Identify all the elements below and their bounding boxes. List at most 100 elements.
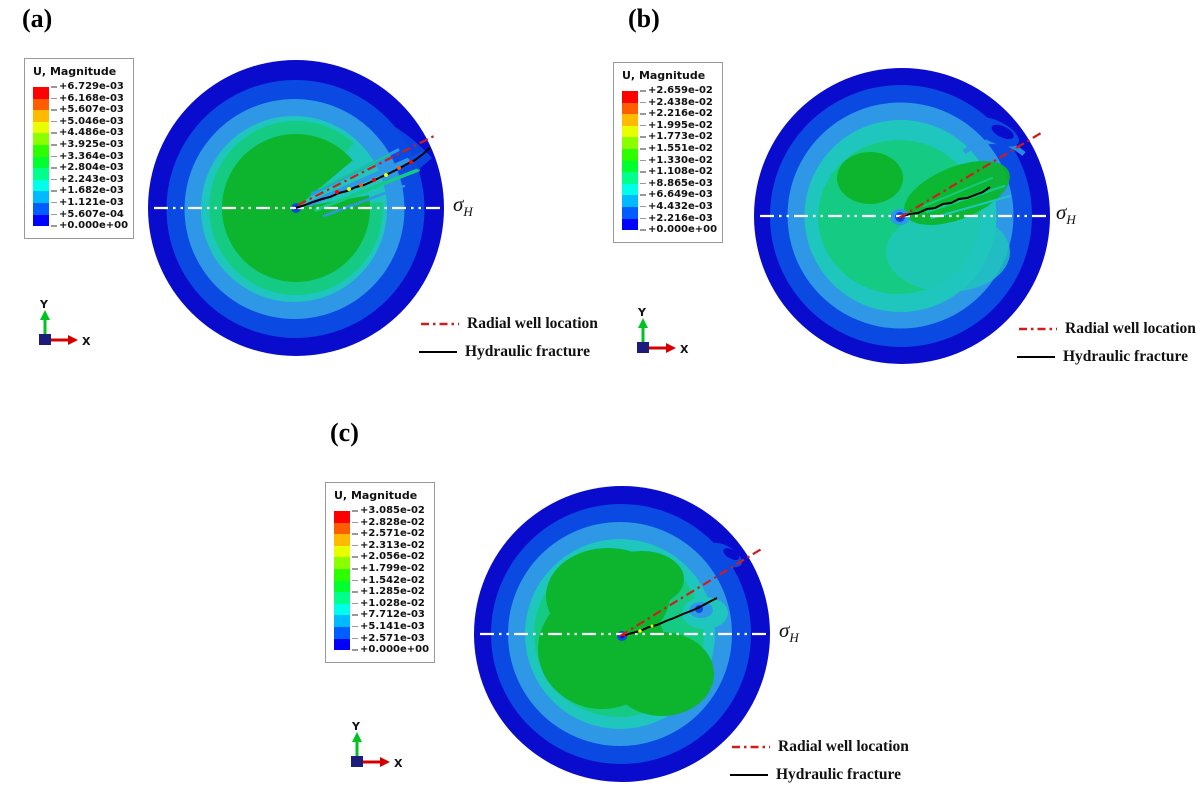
sigma-subscript: H [463,204,473,220]
legend-tick-column: +6.729e-03 +6.168e-03 +5.607e-03 +5.046e-03… [51,81,128,232]
sigma-symbol: σ [453,192,464,216]
legend-color-band [33,168,49,180]
legend-tick-value: +2.804e-03 [51,162,128,174]
legend-colorbar: +2.659e-02 +2.438e-02 +2.216e-02 +1.995e-02… [622,85,720,236]
legend-tick-value: +0.000e+00 [51,220,128,232]
legend-tick-value: +6.729e-03 [51,81,128,93]
sigma-h-label-b: σH [1056,200,1076,228]
legend-color-band [33,110,49,122]
legend-color-band [334,638,350,651]
axis-triad-a: Y X [39,298,91,348]
legend-tick-value: +2.828e-02 [352,517,429,529]
radial-well-line [297,135,435,206]
legend-tick-value: +3.364e-03 [51,151,128,163]
legend-color-band [33,214,49,227]
legend-tick-value: +2.216e-03 [640,213,717,225]
legend-tick-value: +1.108e-02 [640,166,717,178]
legend-tick-column: +2.659e-02 +2.438e-02 +2.216e-02 +1.995e-02… [640,85,717,236]
z-axis-origin-icon [39,334,51,345]
legend-color-band [33,133,49,145]
legend-tick-value: +3.085e-02 [352,505,429,517]
axis-triad-c: Y X [351,720,403,770]
legend-color-column [334,511,350,656]
legend-entry-hydraulic-fracture-a: Hydraulic fracture [418,343,590,361]
radial-well-label: Radial well location [467,315,598,332]
radial-well-line-sample [1019,327,1057,331]
legend-color-band [33,121,49,134]
legend-entry-radial-well-a: Radial well location [420,315,598,333]
hydraulic-fracture-label: Hydraulic fracture [465,343,590,360]
legend-colorbar: +3.085e-02 +2.828e-02 +2.571e-02 +2.313e-02… [334,505,432,656]
radial-well-line-sample [421,322,459,326]
legend-entry-radial-well-c: Radial well location [731,738,909,756]
legend-tick-value: +1.121e-03 [51,197,128,209]
legend-tick-value: +1.773e-02 [640,131,717,143]
legend-color-band [33,202,49,215]
legend-tick-value: +2.571e-03 [352,633,429,645]
legend-color-band [33,87,49,99]
panel-label-a: (a) [22,4,53,33]
x-axis-arrowhead [666,343,676,353]
panel-label-c: (c) [330,418,359,447]
y-axis-arrowhead [352,732,362,742]
contour-plot-b [754,68,1050,364]
legend-entry-radial-well-b: Radial well location [1018,320,1196,338]
legend-tick-value: +5.607e-04 [51,209,128,221]
displacement-hotspots [335,160,413,194]
sigma-symbol: σ [779,618,790,642]
green-blob-upper-left [837,152,903,204]
legend-tick-value: +1.682e-03 [51,185,128,197]
legend-color-band [622,114,638,126]
legend-color-band [334,615,350,627]
legend-color-band [33,144,49,157]
contour-legend-a: U, Magnitude +6.729e-03 +6.168e-03 +5.607e… [24,58,134,239]
contour-plot-c [474,486,770,782]
hydraulic-fracture-line-sample [419,351,457,353]
legend-tick-value: +5.046e-03 [51,116,128,128]
z-axis-origin-icon [351,756,363,767]
legend-tick-value: +8.865e-03 [640,178,717,190]
legend-tick-value: +1.285e-02 [352,586,429,598]
legend-color-band [622,218,638,231]
legend-tick-value: +2.438e-02 [640,97,717,109]
legend-color-band [622,91,638,103]
panel-label-b: (b) [628,4,660,33]
legend-tick-value: +0.000e+00 [352,644,429,656]
sigma-subscript: H [1066,212,1076,228]
x-axis-arrowhead [68,335,78,345]
legend-color-band [334,534,350,546]
fracture-ripples [307,148,425,218]
legend-tick-value: +2.243e-03 [51,174,128,186]
legend-tick-value: +2.313e-02 [352,540,429,552]
legend-tick-value: +5.607e-03 [51,104,128,116]
legend-color-band [622,183,638,196]
legend-colorbar: +6.729e-03 +6.168e-03 +5.607e-03 +5.046e-03… [33,81,131,232]
legend-color-band [334,568,350,581]
legend-color-band [622,172,638,184]
legend-tick-value: +2.571e-02 [352,528,429,540]
legend-color-band [334,522,350,535]
contour-plot-a [148,60,444,356]
legend-color-band [33,191,49,203]
sigma-h-label-a: σH [453,192,473,220]
legend-color-band [622,160,638,173]
hydraulic-fracture-label: Hydraulic fracture [1063,348,1188,365]
legend-tick-value: +1.551e-02 [640,143,717,155]
hydraulic-fracture-label: Hydraulic fracture [776,766,901,783]
legend-tick-value: +7.712e-03 [352,609,429,621]
legend-color-band [334,545,350,558]
legend-color-band [622,125,638,138]
legend-color-band [334,626,350,639]
x-axis-label: X [394,757,403,770]
y-axis-arrowhead [40,310,50,320]
legend-entry-hydraulic-fracture-b: Hydraulic fracture [1016,348,1188,366]
legend-tick-value: +6.649e-03 [640,189,717,201]
contour-band-green-core [538,548,714,716]
legend-color-band [33,98,49,111]
legend-color-band [334,511,350,523]
y-axis-arrowhead [638,318,648,328]
legend-title: U, Magnitude [622,69,706,82]
legend-tick-value: +6.168e-03 [51,93,128,105]
lower-teal-patch [886,212,1010,292]
sigma-symbol: σ [1056,200,1067,224]
